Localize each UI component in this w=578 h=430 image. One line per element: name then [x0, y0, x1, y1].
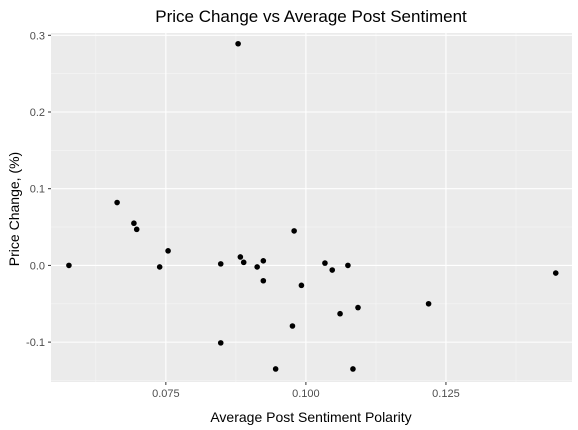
chart-title: Price Change vs Average Post Sentiment [155, 7, 467, 26]
data-point [66, 262, 72, 269]
data-point [114, 199, 120, 206]
y-tick-label: 0.2 [30, 107, 45, 119]
data-point [272, 366, 279, 372]
y-tick-label: 0.3 [30, 30, 45, 42]
data-point [217, 261, 224, 267]
data-point [165, 248, 171, 254]
x-tick-label: 0.100 [292, 388, 320, 400]
data-point [298, 282, 305, 289]
data-point [237, 254, 244, 260]
data-point [217, 340, 224, 346]
data-point [345, 262, 351, 269]
data-point [133, 226, 140, 233]
data-point [355, 304, 361, 311]
data-point [425, 300, 432, 307]
data-point [322, 260, 328, 266]
plot-panel [51, 33, 572, 382]
y-axis-label: Price Change, (%) [6, 152, 22, 266]
major-gridlines [51, 33, 572, 382]
x-axis-label: Average Post Sentiment Polarity [210, 409, 411, 425]
axis-ticks [48, 34, 447, 385]
data-point [156, 264, 163, 270]
data-point [235, 40, 241, 47]
y-tick-label: -0.1 [26, 337, 45, 349]
data-point [291, 228, 297, 234]
x-tick-label: 0.125 [432, 388, 460, 400]
data-point [240, 259, 247, 266]
data-point [329, 267, 336, 273]
data-point [552, 270, 559, 276]
data-point [289, 323, 296, 329]
data-point [131, 220, 137, 227]
data-point [260, 258, 267, 264]
data-point [350, 366, 356, 372]
data-points [66, 40, 559, 372]
x-tick-label: 0.075 [152, 388, 180, 400]
tick-labels: 0.075 0.100 0.125 -0.1 0.0 0.1 0.2 0.3 [26, 30, 460, 400]
data-point [254, 264, 260, 270]
data-point [260, 277, 267, 284]
y-tick-label: 0.1 [30, 184, 45, 196]
y-tick-label: 0.0 [30, 260, 45, 272]
data-point [337, 310, 343, 317]
